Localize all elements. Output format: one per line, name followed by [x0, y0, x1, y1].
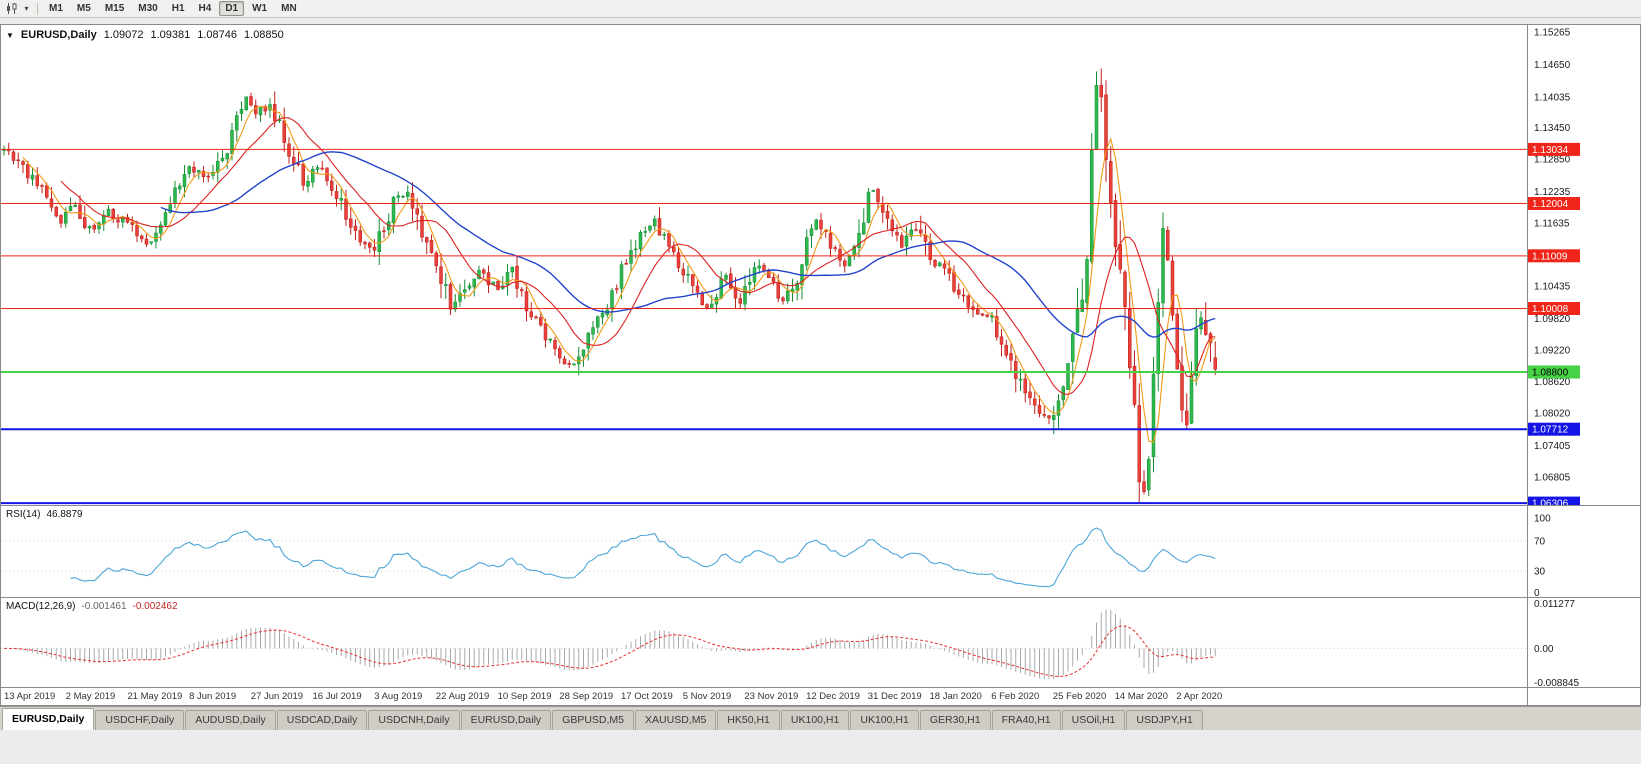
- svg-text:1.10008: 1.10008: [1532, 304, 1569, 315]
- svg-text:1.12235: 1.12235: [1534, 187, 1571, 198]
- rsi-panel[interactable]: 100 70 30 0 RSI(14) 46.8879: [1, 505, 1640, 598]
- rsi-line: [70, 527, 1216, 588]
- time-axis[interactable]: 13 Apr 2019 2 May 2019 21 May 2019 8 Jun 20…: [1, 687, 1640, 705]
- chart-tab[interactable]: XAUUSD,M5: [635, 710, 717, 730]
- date-label: 31 Dec 2019: [867, 691, 922, 702]
- macd-plot[interactable]: 0.011277 0.00 -0.008845: [1, 598, 1579, 688]
- date-label: 14 Mar 2020: [1114, 691, 1168, 702]
- date-label: 3 Aug 2019: [374, 691, 423, 702]
- chart-tab[interactable]: USDCAD,Daily: [276, 710, 368, 730]
- macd-signal-line: [3, 625, 1216, 677]
- svg-text:1.06306: 1.06306: [1532, 499, 1569, 505]
- macd-panel[interactable]: 0.011277 0.00 -0.008845 MACD(12,26,9) -0.0…: [1, 597, 1640, 688]
- chart-tabs: EURUSD,Daily USDCHF,Daily AUDUSD,Daily USDC…: [0, 706, 1641, 730]
- chart-tab[interactable]: USDCHF,Daily: [95, 710, 185, 730]
- chevron-down-icon[interactable]: ▾: [24, 3, 29, 13]
- timeframe-m5[interactable]: M5: [71, 1, 97, 16]
- chart-window: 1.15265 1.14650 1.14035 1.13450 1.12850 1.122…: [0, 24, 1641, 706]
- svg-text:1.11009: 1.11009: [1532, 251, 1568, 262]
- date-label: 5 Nov 2019: [682, 691, 732, 702]
- svg-text:1.06805: 1.06805: [1534, 472, 1571, 483]
- chart-tab[interactable]: USDJPY,H1: [1126, 710, 1203, 730]
- date-label: 22 Aug 2019: [435, 691, 490, 702]
- svg-text:1.13034: 1.13034: [1532, 145, 1569, 156]
- chart-tab[interactable]: GBPUSD,M5: [552, 710, 635, 730]
- date-label: 13 Apr 2019: [4, 691, 56, 702]
- date-label: 27 Jun 2019: [250, 691, 304, 702]
- svg-text:70: 70: [1534, 536, 1546, 547]
- svg-text:0: 0: [1534, 588, 1540, 598]
- ma-lines: [22, 105, 1216, 443]
- chart-tab[interactable]: USOil,H1: [1061, 710, 1126, 730]
- rsi-plot[interactable]: 100 70 30 0: [1, 506, 1551, 598]
- chart-tab[interactable]: EURUSD,Daily: [460, 710, 552, 730]
- svg-text:1.14035: 1.14035: [1534, 92, 1571, 103]
- date-label: 17 Oct 2019: [621, 691, 673, 702]
- timeframe-w1[interactable]: W1: [246, 1, 273, 16]
- chart-tab[interactable]: USDCNH,Daily: [368, 710, 460, 730]
- svg-text:1.07405: 1.07405: [1534, 441, 1571, 452]
- status-bar: [0, 730, 1641, 761]
- svg-text:1.08020: 1.08020: [1534, 409, 1571, 420]
- date-label: 16 Jul 2019: [312, 691, 362, 702]
- date-label: 8 Jun 2019: [189, 691, 237, 702]
- date-label: 2 May 2019: [65, 691, 116, 702]
- svg-text:1.09820: 1.09820: [1534, 314, 1571, 325]
- macd-histogram: [8, 609, 1216, 680]
- date-label: 23 Nov 2019: [744, 691, 799, 702]
- svg-text:1.12850: 1.12850: [1534, 155, 1571, 166]
- date-label: 12 Dec 2019: [806, 691, 860, 702]
- svg-text:-0.008845: -0.008845: [1534, 678, 1579, 688]
- svg-text:100: 100: [1534, 514, 1551, 525]
- date-label: 6 Feb 2020: [991, 691, 1040, 702]
- candlestick-chart-icon[interactable]: [3, 2, 21, 16]
- timeframe-buttons: M1 M5 M15 M30 H1 H4 D1 W1 MN: [43, 1, 303, 16]
- macd-chart[interactable]: 0.011277 0.00 -0.008845: [1, 598, 1640, 688]
- svg-text:1.08620: 1.08620: [1534, 377, 1571, 388]
- svg-text:1.12004: 1.12004: [1532, 199, 1569, 210]
- chart-tab[interactable]: GER30,H1: [919, 710, 991, 730]
- svg-text:30: 30: [1534, 567, 1546, 578]
- horizontal-lines[interactable]: [1, 148, 1527, 505]
- svg-text:1.15265: 1.15265: [1534, 28, 1571, 39]
- date-label: 10 Sep 2019: [497, 691, 552, 702]
- price-panel[interactable]: 1.15265 1.14650 1.14035 1.13450 1.12850 1.122…: [1, 25, 1640, 505]
- svg-text:1.14650: 1.14650: [1534, 60, 1571, 71]
- rsi-chart[interactable]: 100 70 30 0: [1, 506, 1640, 598]
- date-label: 18 Jan 2020: [929, 691, 982, 702]
- svg-text:1.08800: 1.08800: [1532, 368, 1569, 379]
- chart-tab[interactable]: UK100,H1: [850, 710, 919, 730]
- timeframe-m30[interactable]: M30: [132, 1, 163, 16]
- date-label: 2 Apr 2020: [1176, 691, 1223, 702]
- candlestick-glyph: [6, 3, 16, 14]
- svg-text:1.13450: 1.13450: [1534, 123, 1571, 134]
- date-label: 21 May 2019: [127, 691, 183, 702]
- date-label: 25 Feb 2020: [1052, 691, 1107, 702]
- timeframe-h4[interactable]: H4: [193, 1, 218, 16]
- svg-text:1.09220: 1.09220: [1534, 345, 1571, 356]
- timeframe-d1[interactable]: D1: [219, 1, 245, 16]
- svg-text:0.00: 0.00: [1534, 644, 1554, 655]
- price-scale[interactable]: 1.15265 1.14650 1.14035 1.13450 1.12850 1.122…: [1527, 25, 1581, 505]
- price-chart[interactable]: 1.15265 1.14650 1.14035 1.13450 1.12850 1.122…: [1, 25, 1640, 505]
- svg-text:1.11635: 1.11635: [1534, 218, 1570, 229]
- chart-tab[interactable]: EURUSD,Daily: [2, 708, 95, 730]
- candles-layer: [2, 68, 1217, 503]
- timeframe-m1[interactable]: M1: [43, 1, 69, 16]
- chart-tab[interactable]: UK100,H1: [780, 710, 850, 730]
- svg-text:0.011277: 0.011277: [1534, 599, 1575, 610]
- axis-corner: [1527, 688, 1528, 705]
- chart-tab[interactable]: HK50,H1: [717, 710, 780, 730]
- chart-tab[interactable]: AUDUSD,Daily: [185, 710, 276, 730]
- timeframe-mn[interactable]: MN: [275, 1, 303, 16]
- toolbar-separator: [37, 2, 38, 15]
- timeframe-m15[interactable]: M15: [99, 1, 130, 16]
- date-label: 28 Sep 2019: [559, 691, 614, 702]
- svg-text:1.10435: 1.10435: [1534, 282, 1571, 293]
- chart-tab[interactable]: FRA40,H1: [991, 710, 1061, 730]
- svg-text:1.07712: 1.07712: [1532, 425, 1569, 436]
- timeframe-h1[interactable]: H1: [166, 1, 191, 16]
- toolbar: ▾ M1 M5 M15 M30 H1 H4 D1 W1 MN: [0, 0, 1641, 18]
